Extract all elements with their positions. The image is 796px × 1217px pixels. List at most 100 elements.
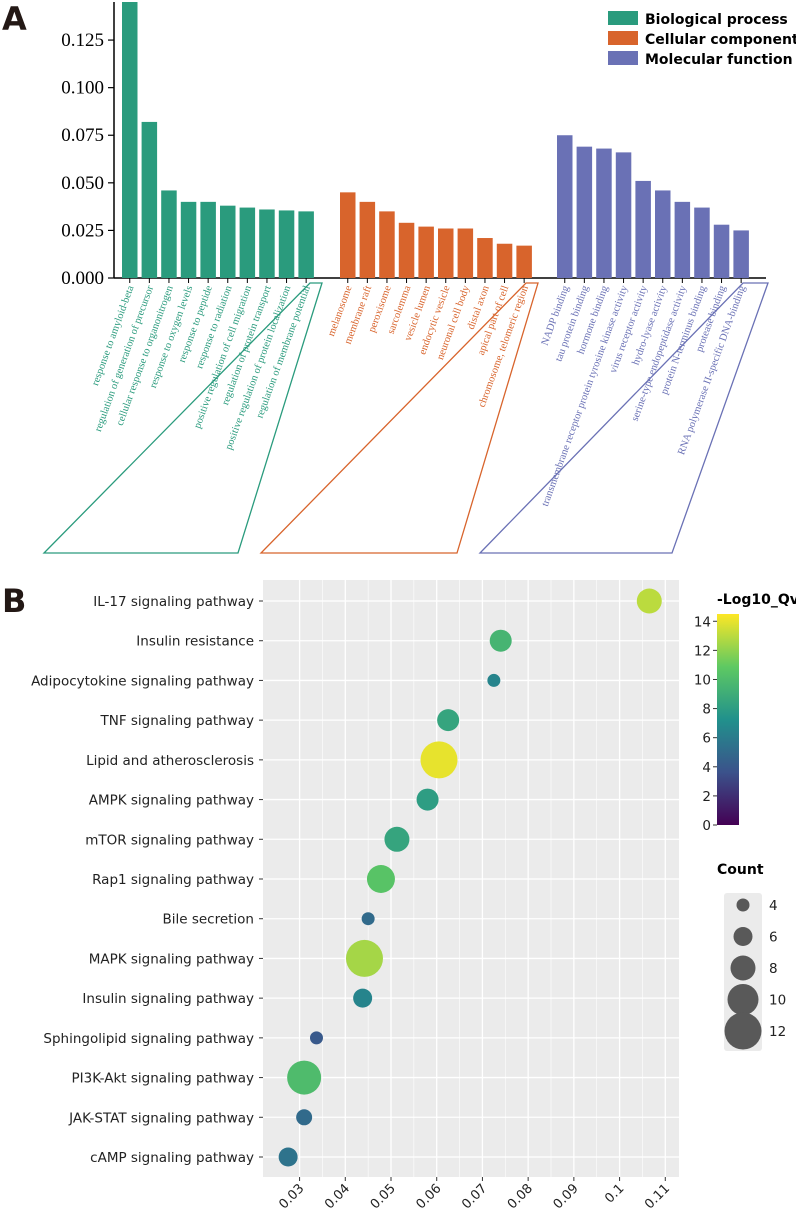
bar <box>398 222 415 278</box>
bar <box>557 135 573 278</box>
bar <box>418 226 434 278</box>
size-legend-title: Count <box>717 862 764 878</box>
bubble-point <box>437 709 460 732</box>
y-tick-label: 0.075 <box>61 125 104 146</box>
category-bracket <box>478 282 769 554</box>
panel-b-label: B <box>2 582 26 620</box>
bubble-point <box>309 1031 323 1045</box>
bar <box>298 211 314 278</box>
legend-label: Cellular component <box>645 32 796 48</box>
x-tick-label: 0.04 <box>322 1181 353 1212</box>
bar <box>496 243 513 278</box>
x-tick-label: 0.11 <box>642 1181 673 1212</box>
bubble-point <box>489 629 512 652</box>
size-legend-label: 12 <box>769 1024 786 1040</box>
bar <box>655 190 671 278</box>
bubble-point <box>296 1109 313 1126</box>
bar <box>615 152 632 278</box>
colorbar-tick-label: 4 <box>702 760 711 776</box>
legend-swatch <box>608 11 638 25</box>
bar <box>438 228 454 278</box>
y-category-label: MAPK signaling pathway <box>89 951 254 967</box>
x-tick-label: 0.09 <box>551 1181 582 1212</box>
panel-a-label: A <box>2 0 27 38</box>
y-tick-label: 0.100 <box>61 78 104 99</box>
x-tick-label: 0.06 <box>413 1181 444 1212</box>
x-tick-label: 0.07 <box>459 1181 490 1212</box>
category-bracket <box>42 282 323 554</box>
size-legend-label: 8 <box>769 961 778 977</box>
y-category-label: mTOR signaling pathway <box>85 832 254 848</box>
colorbar-tick-label: 2 <box>702 789 711 805</box>
colorbar-tick-label: 0 <box>702 818 711 834</box>
x-tick-label: 0.1 <box>602 1181 627 1206</box>
legend-panel-a: Biological process Cellular component Mole… <box>608 11 796 68</box>
category-bracket <box>259 282 539 554</box>
colorbar <box>717 614 739 825</box>
bar <box>694 207 710 278</box>
colorbar-tick-label: 14 <box>694 614 711 630</box>
bar <box>359 201 376 278</box>
legend-label: Biological process <box>645 12 788 28</box>
size-legend-swatch <box>730 955 756 981</box>
bar <box>674 201 691 278</box>
bar <box>220 205 236 278</box>
x-tick-label: 0.05 <box>368 1181 399 1212</box>
bubble-point <box>420 741 458 779</box>
y-category-label: Lipid and atherosclerosis <box>86 753 254 769</box>
y-category-label: Insulin resistance <box>136 634 254 650</box>
bar <box>200 201 216 278</box>
y-tick-label: 0.125 <box>61 30 104 51</box>
y-category-label: cAMP signaling pathway <box>90 1150 254 1166</box>
bar <box>477 238 493 278</box>
legend-swatch <box>608 51 638 65</box>
bubble-point <box>345 939 383 977</box>
bubble-point <box>384 826 410 852</box>
bar <box>635 180 651 278</box>
bar <box>733 230 749 278</box>
bar <box>576 146 593 278</box>
y-category-label: PI3K-Akt signaling pathway <box>72 1071 254 1087</box>
bar <box>161 190 177 278</box>
bar <box>457 228 474 278</box>
bubble-point <box>487 673 501 687</box>
colorbar-tick-label: 6 <box>702 731 711 747</box>
bubble-point <box>366 865 395 893</box>
y-category-label: Sphingolipid signaling pathway <box>43 1031 254 1047</box>
size-legend-label: 10 <box>769 993 786 1009</box>
colorbar-tick-label: 12 <box>694 643 711 659</box>
y-tick-label: 0.000 <box>61 268 104 289</box>
size-legend-label: 6 <box>769 930 778 946</box>
y-category-label: Adipocytokine signaling pathway <box>31 673 254 689</box>
bar <box>340 192 356 278</box>
size-legend-swatch <box>733 927 753 946</box>
legend-swatch <box>608 31 638 45</box>
bar <box>278 210 295 278</box>
size-legend-swatch <box>724 1012 762 1050</box>
size-legend-swatch <box>727 984 759 1015</box>
bubble-point <box>416 788 439 811</box>
y-category-label: IL-17 signaling pathway <box>93 594 254 610</box>
legend-label: Molecular function <box>645 52 793 68</box>
bubble-point <box>353 988 373 1008</box>
size-legend-label: 4 <box>769 898 778 914</box>
bar <box>180 201 197 278</box>
y-category-label: Insulin signaling pathway <box>82 991 254 1007</box>
x-tick-label: 0.08 <box>505 1181 536 1212</box>
bar <box>141 121 158 279</box>
size-legend-swatch <box>736 898 750 912</box>
colorbar-tick-label: 10 <box>694 672 711 688</box>
bubble-chart-panel-b: 0.03 0.04 0.05 0.06 0.07 0.08 0.09 0.1 0.11 IL-17… <box>31 580 796 1212</box>
x-tick-label: 0.03 <box>276 1181 307 1212</box>
bar <box>713 224 730 278</box>
bar <box>122 2 138 278</box>
color-legend-title: -Log10_Qvalue <box>717 592 796 608</box>
bar <box>239 207 256 278</box>
y-category-label: JAK-STAT signaling pathway <box>68 1110 254 1126</box>
y-category-label: TNF signaling pathway <box>100 713 255 729</box>
y-category-label: AMPK signaling pathway <box>89 793 254 809</box>
y-tick-label: 0.025 <box>61 220 104 241</box>
